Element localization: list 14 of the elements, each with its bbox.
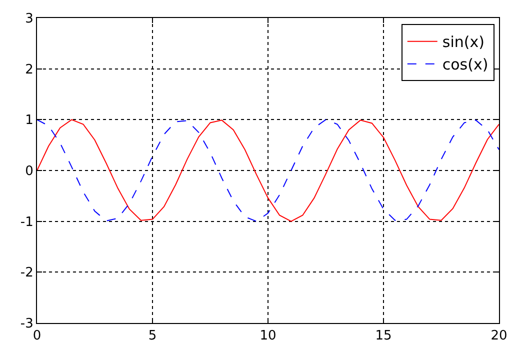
legend-label: sin(x) <box>442 33 484 52</box>
x-tick-label: 20 <box>490 328 508 344</box>
y-tick-label: -3 <box>20 316 34 332</box>
y-tick-label: -1 <box>20 214 34 230</box>
legend-label: cos(x) <box>442 56 488 74</box>
x-tick-label: 15 <box>375 328 392 344</box>
y-tick-label: 0 <box>25 164 34 180</box>
x-tick-label: 10 <box>260 328 276 344</box>
y-tick-label: 1 <box>25 113 34 128</box>
x-tick-label: 5 <box>148 328 157 344</box>
y-tick-label: 2 <box>25 62 34 78</box>
line-series <box>37 119 499 222</box>
y-tick-label: 3 <box>25 12 34 27</box>
y-tick-label: -2 <box>20 266 34 281</box>
